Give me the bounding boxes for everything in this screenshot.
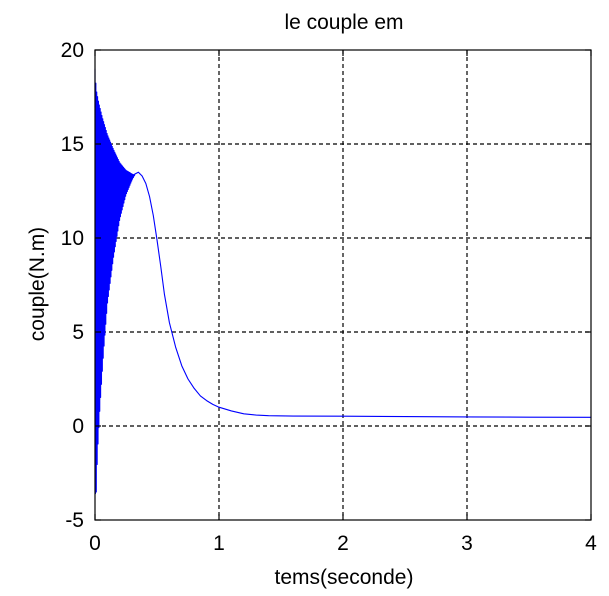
y-tick-label: 5	[72, 321, 84, 344]
y-tick-label: -5	[65, 509, 84, 532]
x-axis-label: tems(seconde)	[275, 566, 414, 589]
y-tick-label: 20	[61, 39, 84, 62]
ticks	[94, 49, 592, 521]
y-tick-labels: -5 0 5 10 15 20	[61, 39, 84, 532]
x-tick-label: 3	[461, 532, 473, 555]
x-tick-labels: 0 1 2 3 4	[89, 532, 597, 555]
grid	[95, 50, 591, 520]
y-tick-label: 10	[61, 227, 84, 250]
y-axis-label: couple(N.m)	[26, 227, 49, 341]
x-tick-label: 0	[89, 532, 101, 555]
series-group	[94, 68, 592, 495]
chart-title: le couple em	[284, 11, 403, 34]
y-tick-label: 15	[61, 133, 84, 156]
series-line-0	[94, 68, 592, 495]
y-tick-label: 0	[72, 415, 84, 438]
x-tick-label: 4	[585, 532, 597, 555]
x-tick-label: 2	[337, 532, 349, 555]
x-tick-label: 1	[213, 532, 225, 555]
